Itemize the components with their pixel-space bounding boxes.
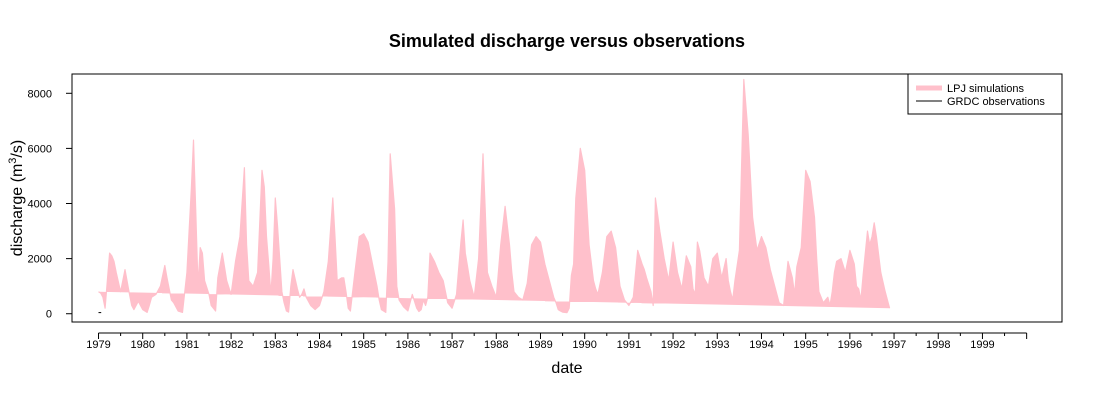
x-tick-label: 1997 (882, 339, 906, 351)
y-tick-label: 8000 (28, 88, 52, 100)
legend-label-grdc: GRDC observations (947, 96, 1045, 108)
legend-box (907, 73, 1063, 115)
x-axis-title: date (551, 360, 582, 377)
x-tick-label: 1999 (970, 339, 994, 351)
x-tick-label: 1986 (396, 339, 420, 351)
x-tick-label: 1980 (130, 339, 154, 351)
x-tick-label: 1984 (307, 339, 331, 351)
x-tick-label: 1993 (705, 339, 729, 351)
x-tick-label: 1998 (926, 339, 950, 351)
x-tick-label: 1988 (484, 339, 508, 351)
y-tick-label: 0 (46, 309, 52, 321)
y-tick-label: 4000 (28, 199, 52, 211)
x-tick-label: 1991 (617, 339, 641, 351)
y-axis-title-end: /s) (9, 140, 26, 158)
x-tick-label: 1994 (749, 339, 773, 351)
chart-title: Simulated discharge versus observations (389, 31, 745, 51)
x-axis: 1979 1980 1981 1982 1983 1984 1985 1986 1987 1988… (86, 332, 1028, 351)
x-tick-label: 1987 (440, 339, 464, 351)
y-axis-title: discharge (m3/s) (7, 140, 26, 256)
y-axis-title-superscript: 3 (7, 158, 19, 164)
y-axis: 0 2000 4000 6000 8000 (28, 88, 72, 321)
plot-frame (71, 73, 1063, 323)
x-tick-label: 1990 (572, 339, 596, 351)
y-axis-title-main: discharge (m (9, 164, 26, 256)
data-layer (98, 78, 891, 314)
x-tick-label: 1979 (86, 339, 110, 351)
legend-label-lpj: LPJ simulations (947, 83, 1025, 95)
x-tick-label: 1981 (175, 339, 199, 351)
y-tick-label: 6000 (28, 143, 52, 155)
x-tick-label: 1992 (661, 339, 685, 351)
x-tick-label: 1983 (263, 339, 287, 351)
x-tick-label: 1989 (528, 339, 552, 351)
x-tick-label: 1995 (793, 339, 817, 351)
series-lpj-simulations-band (98, 78, 891, 314)
x-tick-label: 1982 (219, 339, 243, 351)
x-tick-label: 1996 (838, 339, 862, 351)
y-tick-label: 2000 (28, 254, 52, 266)
x-tick-label: 1985 (351, 339, 375, 351)
legend: LPJ simulations GRDC observations (907, 73, 1063, 115)
